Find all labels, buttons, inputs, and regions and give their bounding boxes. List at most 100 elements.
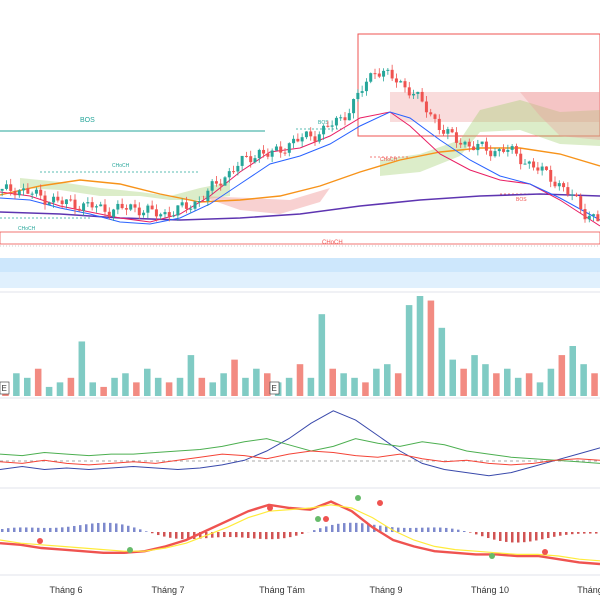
pane-separators <box>0 292 600 575</box>
candle-body <box>596 214 599 221</box>
macd-hist-bar <box>517 532 520 543</box>
macd-hist-bar <box>493 532 496 540</box>
macd-hist-bar <box>289 532 292 537</box>
macd-hist-bar <box>229 532 232 537</box>
macd-hist-bar <box>139 529 142 532</box>
macd-hist-bar <box>235 532 238 537</box>
macd-hist-bar <box>445 528 448 532</box>
candle-body <box>592 214 595 216</box>
x-tick-label: Tháng <box>577 585 600 595</box>
candle-body <box>386 70 389 71</box>
volume-bar <box>591 373 598 396</box>
candle-body <box>365 82 368 91</box>
volume-bar <box>482 364 489 396</box>
macd-hist-bar <box>349 523 352 532</box>
volume-bar <box>177 378 184 396</box>
candle-body <box>296 139 299 142</box>
choch-box <box>0 232 600 244</box>
candle-body <box>69 199 72 200</box>
macd-hist-bar <box>427 528 430 532</box>
candle-body <box>31 194 34 195</box>
candle-body <box>284 153 287 154</box>
volume-bar <box>68 378 75 396</box>
candle-body <box>472 146 475 150</box>
candle-body <box>288 143 291 153</box>
volume-bar <box>504 369 511 396</box>
macd-hist-bar <box>49 528 52 532</box>
macd-hist-bar <box>505 532 508 542</box>
candle-body <box>164 212 167 214</box>
macd-hist-bar <box>85 524 88 532</box>
candle-body <box>95 206 98 207</box>
volume-bar <box>308 378 315 396</box>
candle-body <box>266 154 269 157</box>
macd-hist-bar <box>163 532 166 537</box>
candle-body <box>374 73 377 74</box>
candle-body <box>305 131 308 137</box>
candle-body <box>335 118 338 126</box>
candle-body <box>541 167 544 171</box>
macd-line-macd_down <box>0 502 600 564</box>
candle-body <box>408 87 411 95</box>
candle-body <box>65 199 68 204</box>
candle-body <box>588 216 591 219</box>
candle-body <box>459 143 462 145</box>
candle-body <box>536 167 539 170</box>
macd-hist-bar <box>253 532 256 538</box>
candle-body <box>314 136 317 141</box>
macd-hist-bar <box>181 532 184 539</box>
candle-body <box>198 201 201 202</box>
volume-bar <box>35 369 42 396</box>
candle-body <box>528 162 531 164</box>
osc-line-osc_red <box>0 451 600 465</box>
candle-body <box>155 209 158 216</box>
volume-bar <box>362 382 369 396</box>
candle-body <box>18 190 21 195</box>
macd-hist-bar <box>43 528 46 532</box>
macd-hist-bar <box>157 532 160 535</box>
macd-hist-bar <box>7 528 10 532</box>
volume-pane: E E <box>0 296 598 396</box>
volume-bar <box>155 378 162 396</box>
candle-body <box>189 209 192 210</box>
volume-bar <box>297 364 304 396</box>
candle-body <box>571 195 574 196</box>
candle-body <box>275 147 278 151</box>
macd-hist-bar <box>127 526 130 532</box>
candle-body <box>584 209 587 219</box>
macd-hist-bar <box>133 527 136 532</box>
macd-hist-bar <box>97 523 100 532</box>
candle-body <box>176 205 179 215</box>
candle-body <box>489 151 492 157</box>
volume-bar <box>351 378 358 396</box>
candle-body <box>172 215 175 216</box>
volume-bar <box>144 369 151 396</box>
volume-bar <box>329 369 336 396</box>
volume-bar <box>231 360 238 396</box>
candle-body <box>1 189 4 191</box>
volume-bar <box>460 369 467 396</box>
candle-body <box>352 99 355 113</box>
macd-hist-bar <box>409 528 412 532</box>
volume-bar <box>319 314 326 396</box>
macd-hist-bar <box>31 528 34 532</box>
range-band <box>0 258 600 272</box>
candle-body <box>194 201 197 208</box>
volume-bar <box>89 382 96 396</box>
candle-body <box>412 94 415 95</box>
macd-hist-bar <box>19 527 22 532</box>
volume-bar <box>100 387 107 396</box>
macd-hist-bar <box>313 530 316 532</box>
macd-hist-bar <box>115 523 118 532</box>
volume-bar <box>526 373 533 396</box>
macd-hist-bar <box>577 532 580 534</box>
candle-body <box>446 129 449 134</box>
macd-hist-bar <box>121 524 124 532</box>
macd-hist-bar <box>571 532 574 534</box>
candle-body <box>181 202 184 205</box>
candle-body <box>425 102 428 113</box>
candle-body <box>116 204 119 210</box>
candle-body <box>82 203 85 210</box>
volume-bar <box>406 305 413 396</box>
macd-hist-bar <box>553 532 556 537</box>
